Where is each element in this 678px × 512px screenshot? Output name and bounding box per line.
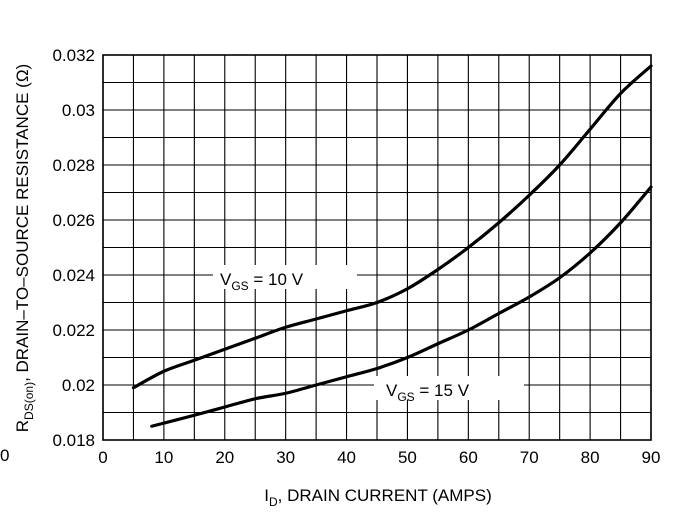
plot-frame — [102, 54, 652, 441]
x-tick-label: 10 — [154, 448, 173, 467]
y-tick-label: 0.03 — [62, 101, 95, 120]
x-tick-label: 20 — [215, 448, 234, 467]
x-tick-label: 50 — [398, 448, 417, 467]
x-tick-label: 60 — [459, 448, 478, 467]
x-axis-label: ID, DRAIN CURRENT (AMPS) — [264, 486, 492, 509]
y-axis-label: RDS(on), DRAIN–TO–SOURCE RESISTANCE (Ω) — [13, 64, 36, 432]
stray-origin-label: 0 — [0, 446, 9, 465]
curves — [131, 64, 653, 428]
y-tick-label: 0.024 — [52, 266, 95, 285]
x-tick-label: 0 — [98, 448, 107, 467]
x-tick-label: 90 — [642, 448, 661, 467]
y-tick-label: 0.018 — [52, 431, 95, 450]
y-tick-labels: 0.018 0.02 0.022 0.024 0.026 0.028 0.03 0.032 — [52, 46, 95, 450]
y-tick-label: 0.032 — [52, 46, 95, 65]
series-label-vgs-10v: VGS = 10 V — [220, 270, 304, 293]
x-tick-label: 70 — [520, 448, 539, 467]
x-tick-label: 40 — [337, 448, 356, 467]
series-label-bg-10v — [213, 265, 357, 289]
series-line-vgs-15v — [150, 185, 653, 428]
y-tick-label: 0.026 — [52, 211, 95, 230]
series-label-vgs-15v: VGS = 15 V — [386, 381, 470, 404]
series-line-vgs-10v — [131, 64, 653, 390]
series-label-bg-15v — [374, 376, 524, 400]
x-tick-labels: 0 10 20 30 40 50 60 70 80 90 — [98, 448, 660, 467]
x-tick-label: 80 — [581, 448, 600, 467]
x-tick-label: 30 — [276, 448, 295, 467]
y-tick-label: 0.028 — [52, 156, 95, 175]
y-tick-label: 0.02 — [62, 376, 95, 395]
y-tick-label: 0.022 — [52, 321, 95, 340]
